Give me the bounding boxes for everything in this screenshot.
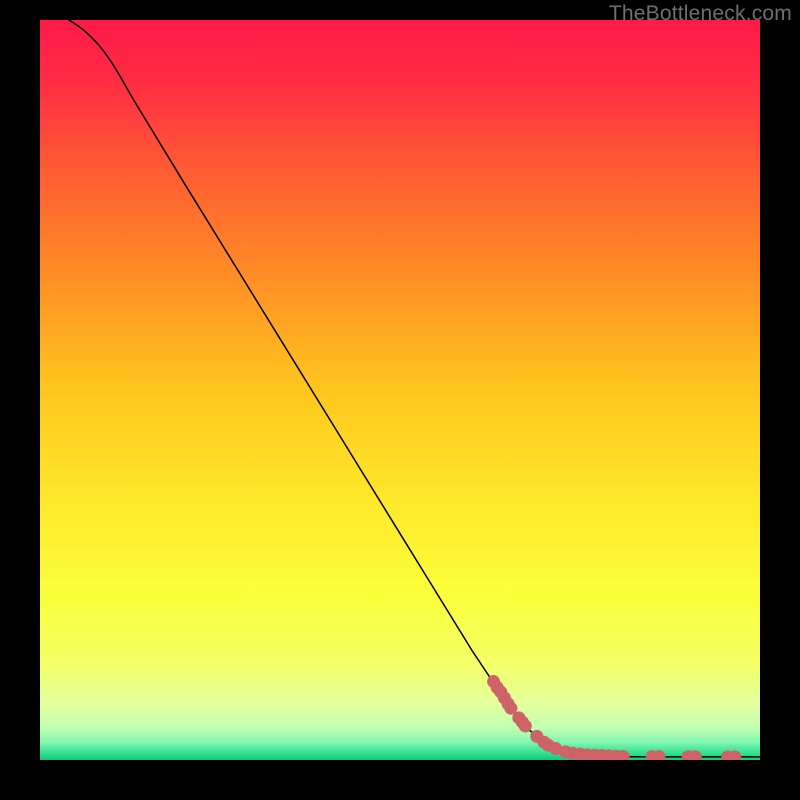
plot-area: [40, 20, 760, 760]
plot-background: [40, 20, 760, 760]
data-point: [519, 719, 532, 732]
plot-svg: [40, 20, 760, 760]
watermark-text: TheBottleneck.com: [609, 2, 792, 26]
chart-root: { "watermark": { "text": "TheBottleneck.…: [0, 0, 800, 800]
